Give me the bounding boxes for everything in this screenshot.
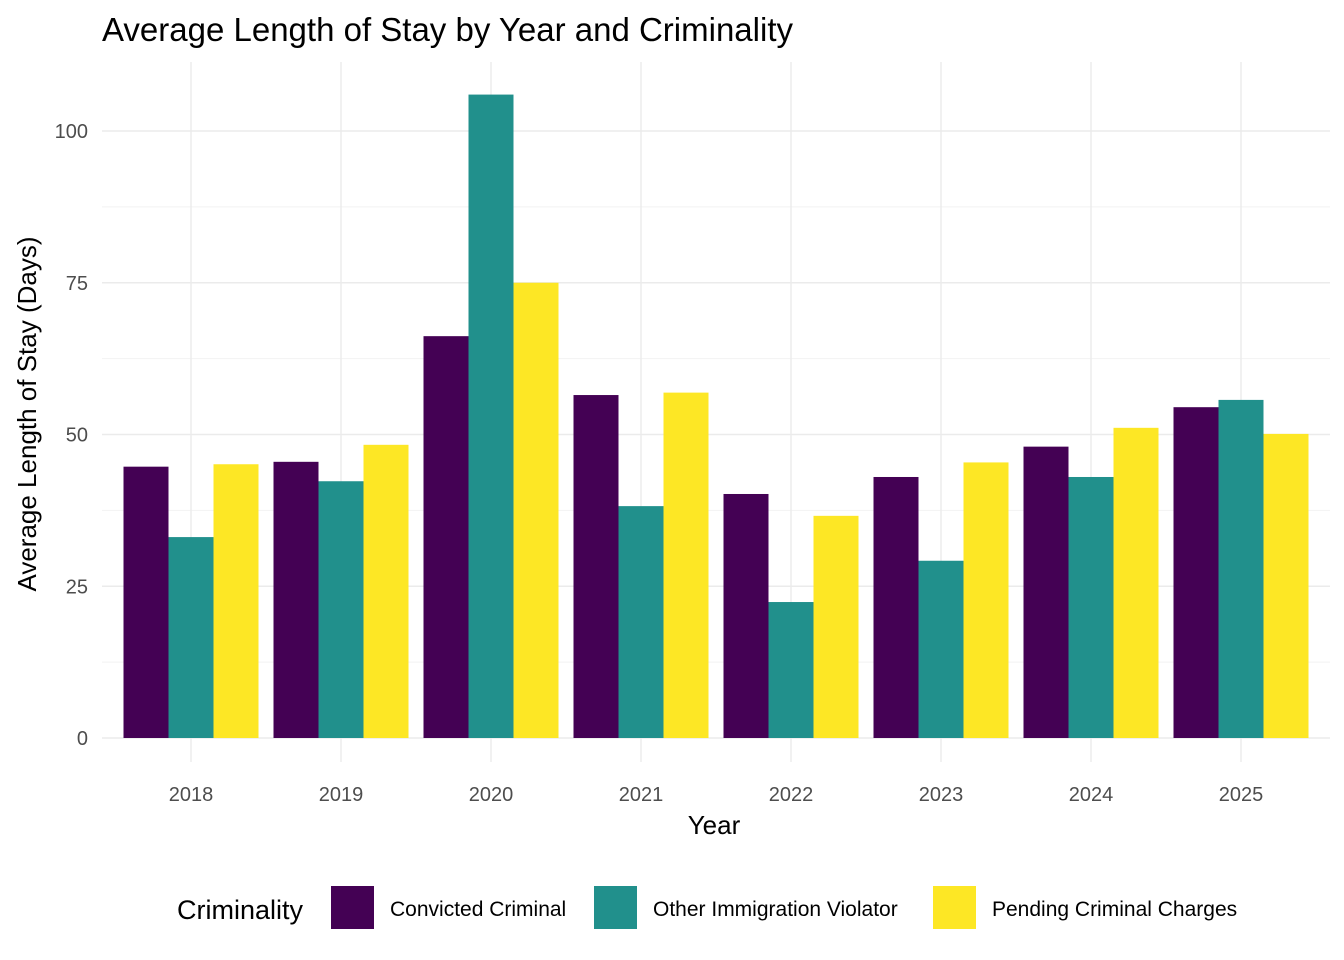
chart-title: Average Length of Stay by Year and Crimi… bbox=[102, 11, 793, 48]
x-tick-label: 2018 bbox=[169, 784, 214, 806]
bar bbox=[1173, 407, 1219, 738]
x-tick-label: 2019 bbox=[319, 784, 364, 806]
legend-label: Other Immigration Violator bbox=[653, 898, 898, 921]
bar bbox=[768, 602, 814, 738]
bar bbox=[168, 537, 214, 738]
bar bbox=[813, 515, 859, 738]
y-tick-label: 100 bbox=[55, 121, 88, 143]
x-tick-label: 2024 bbox=[1069, 784, 1114, 806]
x-axis-title: Year bbox=[688, 810, 741, 840]
bar bbox=[1218, 399, 1264, 738]
y-axis-title: Average Length of Stay (Days) bbox=[12, 236, 42, 591]
bar bbox=[663, 392, 709, 738]
legend-items: Convicted Criminal Other Immigration Viol… bbox=[331, 886, 1237, 929]
bar bbox=[1263, 433, 1309, 738]
x-tick-label: 2023 bbox=[919, 784, 964, 806]
bar bbox=[963, 462, 1009, 738]
legend-key bbox=[594, 886, 637, 929]
bar bbox=[318, 481, 364, 738]
legend-title: Criminality bbox=[177, 895, 304, 925]
x-axis-tick-labels: 2018 2019 2020 2021 2022 2023 2024 2025 bbox=[169, 784, 1264, 806]
legend: Criminality Convicted Criminal Other Immi… bbox=[177, 886, 1237, 929]
legend-label: Convicted Criminal bbox=[390, 898, 566, 921]
bar bbox=[618, 506, 664, 738]
x-tick-label: 2025 bbox=[1219, 784, 1264, 806]
legend-key bbox=[933, 886, 976, 929]
bar bbox=[213, 464, 259, 738]
legend-label: Pending Criminal Charges bbox=[992, 898, 1237, 921]
y-tick-label: 0 bbox=[77, 728, 88, 750]
bars bbox=[123, 94, 1309, 738]
y-tick-label: 75 bbox=[66, 273, 88, 295]
bar bbox=[273, 461, 319, 738]
x-tick-label: 2021 bbox=[619, 784, 664, 806]
x-tick-label: 2022 bbox=[769, 784, 814, 806]
y-tick-label: 50 bbox=[66, 425, 88, 447]
bar bbox=[123, 466, 169, 738]
y-tick-label: 25 bbox=[66, 576, 88, 598]
bar bbox=[873, 476, 919, 738]
bar bbox=[513, 282, 559, 738]
bar bbox=[423, 336, 469, 738]
bar bbox=[1068, 476, 1114, 738]
bar bbox=[1023, 446, 1069, 738]
bar bbox=[363, 444, 409, 738]
legend-key bbox=[331, 886, 374, 929]
bar bbox=[723, 493, 769, 738]
y-axis-tick-labels: 0 25 50 75 100 bbox=[55, 121, 88, 750]
bar bbox=[1113, 427, 1159, 738]
bar bbox=[573, 395, 619, 738]
bar bbox=[468, 94, 514, 738]
bar bbox=[918, 560, 964, 738]
x-tick-label: 2020 bbox=[469, 784, 514, 806]
